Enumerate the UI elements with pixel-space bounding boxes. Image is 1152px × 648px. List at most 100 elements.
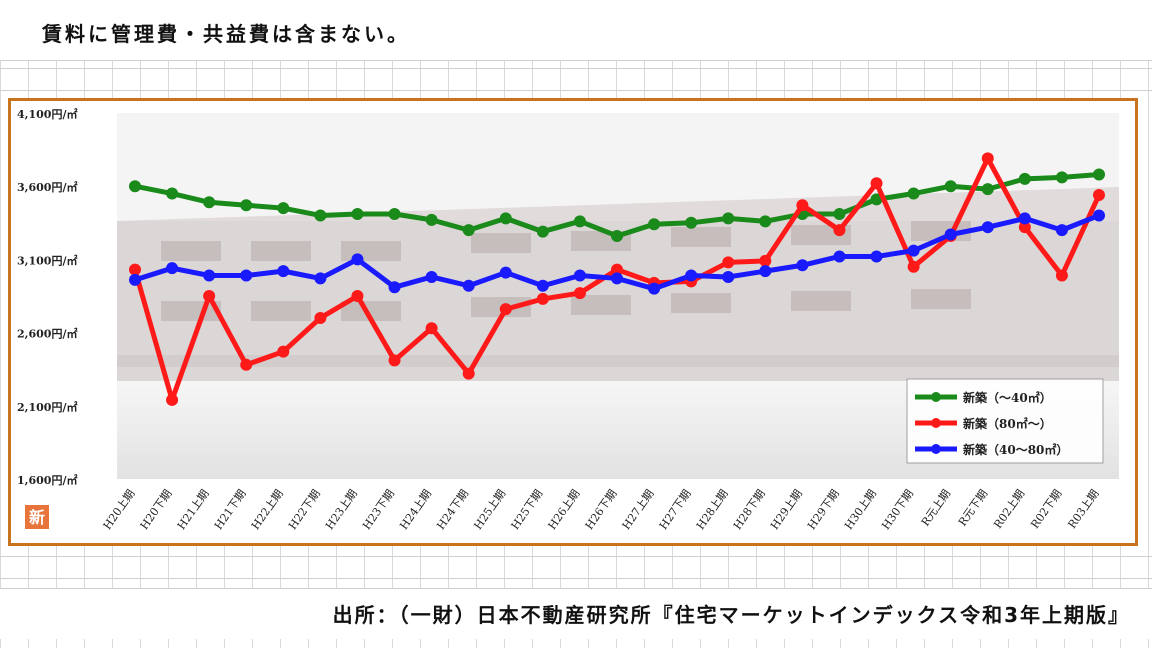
x-tick-label: R元下期 — [956, 487, 990, 528]
data-point — [981, 152, 994, 165]
data-point — [833, 224, 846, 237]
divider — [0, 556, 1152, 557]
data-point — [425, 213, 438, 226]
data-point — [573, 215, 586, 228]
data-point — [351, 253, 364, 266]
source-text: 出所：（一財）日本不動産研究所『住宅マーケットインデックス令和3年上期版』 — [332, 603, 1130, 627]
data-point — [1093, 168, 1105, 181]
series-group — [129, 152, 1105, 406]
data-point — [722, 256, 735, 269]
data-point — [759, 254, 772, 267]
data-point — [944, 228, 957, 241]
legend-label: 新築（40～80㎡） — [963, 442, 1068, 457]
data-point — [907, 260, 920, 273]
y-tick-label: 3,100円/㎡ — [17, 253, 77, 267]
data-point — [388, 208, 401, 221]
data-point — [611, 229, 623, 242]
data-point — [536, 292, 549, 305]
x-tick-label: H27上期 — [620, 487, 657, 532]
legend-label: 新築（80㎡～） — [963, 416, 1052, 431]
data-point — [833, 208, 846, 221]
x-tick-label: H22上期 — [249, 487, 286, 532]
data-point — [981, 183, 994, 196]
x-tick-label: H21下期 — [212, 487, 249, 532]
data-point — [499, 212, 512, 225]
data-point — [981, 221, 994, 234]
x-tick-label: H20下期 — [138, 487, 175, 532]
y-tick-label: 2,100円/㎡ — [17, 400, 77, 414]
data-point — [907, 244, 920, 257]
data-point — [240, 358, 253, 371]
data-point — [722, 212, 735, 225]
badge-label: 新 — [29, 508, 45, 527]
data-point — [425, 270, 438, 283]
data-point — [722, 270, 735, 283]
data-point — [685, 216, 698, 229]
data-point — [129, 263, 141, 276]
data-point — [166, 393, 179, 406]
data-point — [203, 269, 216, 282]
data-point — [388, 281, 401, 294]
data-point — [870, 177, 883, 190]
data-point — [1093, 188, 1105, 201]
x-tick-label: H29下期 — [805, 487, 842, 532]
x-tick-label: H21上期 — [175, 487, 212, 532]
data-point — [870, 250, 883, 263]
data-point — [425, 322, 438, 335]
data-point — [240, 199, 253, 212]
x-tick-label: H27下期 — [657, 487, 694, 532]
data-point — [1018, 172, 1031, 185]
x-tick-label: H26下期 — [583, 487, 620, 532]
data-point — [499, 303, 512, 316]
x-tick-label: H30下期 — [879, 487, 916, 532]
x-axis: H20上期 H20下期 H21上期 H21下期 H22上期 H22下期 H23上期 H23下期… — [101, 487, 1102, 532]
series-0 — [129, 168, 1105, 242]
data-point — [648, 218, 661, 231]
source-footer: 出所：（一財）日本不動産研究所『住宅マーケットインデックス令和3年上期版』 — [0, 588, 1152, 639]
y-tick-label: 1,600円/㎡ — [17, 473, 77, 487]
data-point — [1055, 269, 1068, 282]
data-point — [277, 265, 290, 278]
data-point — [648, 282, 661, 295]
y-tick-label: 2,600円/㎡ — [17, 327, 77, 341]
shin-badge: 新 — [25, 505, 49, 529]
data-point — [462, 367, 475, 380]
data-point — [314, 209, 327, 222]
data-point — [499, 266, 512, 279]
data-point — [759, 265, 772, 278]
data-point — [796, 199, 809, 212]
data-point — [870, 193, 883, 206]
x-tick-label: H30上期 — [842, 487, 879, 532]
data-point — [833, 250, 846, 263]
data-point — [1055, 224, 1068, 237]
data-point — [129, 273, 141, 286]
data-point — [573, 269, 586, 282]
rent-line-chart: 4,100円/㎡ 3,600円/㎡ 3,100円/㎡ 2,600円/㎡ 2,100円/㎡… — [17, 107, 1119, 532]
data-point — [611, 272, 623, 285]
x-tick-label: H23上期 — [323, 487, 360, 532]
x-tick-label: H29上期 — [768, 487, 805, 532]
data-point — [277, 345, 290, 358]
data-point — [944, 180, 957, 193]
x-tick-label: H28下期 — [731, 487, 768, 532]
x-tick-label: H24上期 — [397, 487, 434, 532]
data-point — [1093, 209, 1105, 222]
chart-frame: 4,100円/㎡ 3,600円/㎡ 3,100円/㎡ 2,600円/㎡ 2,100円/㎡… — [8, 98, 1138, 546]
y-axis: 4,100円/㎡ 3,600円/㎡ 3,100円/㎡ 2,600円/㎡ 2,100円/㎡… — [17, 107, 77, 487]
legend-swatch-marker — [931, 392, 941, 402]
legend-label: 新築（～40㎡） — [963, 390, 1052, 405]
data-point — [462, 224, 475, 237]
legend-swatch-marker — [931, 418, 941, 428]
data-point — [351, 208, 364, 221]
x-tick-label: R02上期 — [991, 487, 1027, 531]
x-tick-label: H23下期 — [360, 487, 397, 532]
data-point — [462, 279, 475, 292]
x-tick-label: H22下期 — [286, 487, 323, 532]
data-point — [203, 290, 216, 302]
data-point — [1055, 171, 1068, 184]
data-point — [314, 311, 327, 324]
x-tick-label: R02下期 — [1028, 487, 1064, 531]
x-tick-label: R03上期 — [1065, 487, 1101, 531]
data-point — [536, 225, 549, 238]
